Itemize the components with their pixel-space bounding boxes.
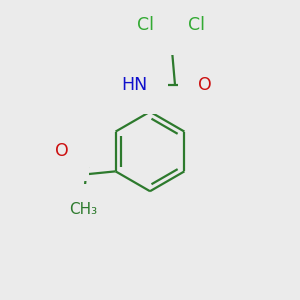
- Text: O: O: [55, 142, 69, 160]
- Text: HN: HN: [121, 76, 148, 94]
- Text: CH₃: CH₃: [69, 202, 97, 217]
- Text: Cl: Cl: [188, 16, 205, 34]
- Text: O: O: [199, 76, 212, 94]
- Text: Cl: Cl: [137, 16, 154, 34]
